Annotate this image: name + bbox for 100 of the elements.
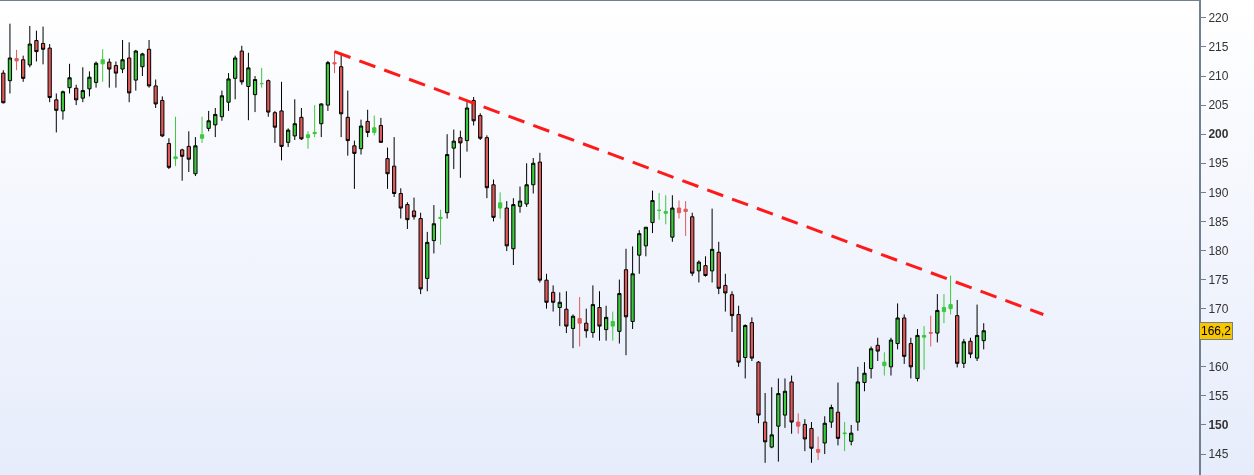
- candlestick: [239, 45, 244, 86]
- candlestick: [299, 107, 304, 141]
- candlestick: [127, 41, 132, 103]
- candlestick: [365, 109, 370, 138]
- candlestick: [352, 140, 357, 190]
- candlestick: [637, 229, 642, 275]
- candlestick: [511, 197, 516, 266]
- candlestick: [756, 360, 761, 424]
- candlestick: [186, 130, 191, 173]
- candlestick: [597, 290, 602, 342]
- candlestick: [842, 421, 847, 452]
- candlestick: [47, 43, 52, 103]
- candlestick: [67, 63, 72, 94]
- candlestick: [180, 148, 185, 182]
- candlestick: [822, 415, 827, 455]
- candlestick: [557, 291, 562, 327]
- candlestick: [895, 302, 900, 350]
- candlestick: [87, 70, 92, 97]
- candlestick: [378, 117, 384, 144]
- candlestick: [312, 104, 317, 138]
- candlestick: [537, 152, 542, 283]
- candlestick: [703, 255, 708, 278]
- candlestick: [199, 116, 205, 144]
- candlestick: [855, 366, 860, 432]
- candlestick: [133, 49, 138, 92]
- candlestick: [736, 305, 741, 368]
- candlestick: [166, 137, 172, 170]
- candlestick: [484, 134, 490, 199]
- candlestick: [286, 127, 291, 148]
- candlestick: [27, 25, 32, 68]
- candlestick: [650, 190, 655, 234]
- y-tick-label: 185: [1208, 214, 1229, 229]
- candlestick: [325, 60, 331, 112]
- candlestick: [690, 212, 695, 277]
- candlestick: [769, 386, 774, 449]
- candlestick: [438, 209, 443, 246]
- candlestick: [425, 231, 430, 292]
- annotation: 166,2: [1201, 324, 1232, 338]
- candlestick: [226, 72, 231, 112]
- candlestick: [908, 337, 913, 379]
- candlestick: [21, 55, 26, 83]
- candlestick: [663, 194, 668, 225]
- candlestick: [961, 338, 966, 369]
- candlestick: [829, 404, 834, 429]
- candlestick: [835, 382, 841, 446]
- candlestick: [385, 147, 390, 190]
- candlestick: [551, 284, 556, 313]
- candlestick: [776, 377, 781, 463]
- candlestick: [445, 133, 450, 220]
- candlestick: [610, 311, 615, 342]
- candlestick: [696, 259, 701, 283]
- candlestick: [643, 226, 648, 257]
- candlestick: [458, 130, 463, 179]
- y-tick-label: 145: [1208, 447, 1229, 462]
- candlestick: [193, 136, 198, 177]
- candlestick: [617, 279, 622, 345]
- candlestick: [670, 194, 675, 243]
- candlestick: [93, 60, 99, 89]
- candlestick: [213, 107, 218, 138]
- candlestick: [411, 197, 417, 221]
- y-tick-label: 195: [1208, 156, 1229, 171]
- candlestick: [762, 392, 768, 464]
- candlestick: [902, 313, 907, 365]
- candlestick: [570, 313, 576, 349]
- candlestick: [418, 212, 423, 295]
- candlestick: [100, 48, 105, 83]
- candlestick: [358, 119, 364, 156]
- y-tick-label: 200: [1208, 127, 1229, 142]
- candlestick: [709, 208, 715, 283]
- candlestick: [392, 136, 397, 198]
- candlestick: [173, 116, 178, 167]
- y-tick-label: 180: [1208, 243, 1229, 258]
- candlestick: [921, 325, 927, 371]
- y-tick-label: 170: [1208, 301, 1229, 316]
- candlestick: [40, 26, 46, 65]
- candlestick: [544, 273, 549, 310]
- candlestick: [491, 179, 496, 222]
- candlestick: [54, 92, 59, 133]
- candlestick: [955, 299, 960, 368]
- candlestick: [948, 275, 953, 315]
- candlestick: [345, 90, 350, 157]
- candlestick: [504, 200, 509, 252]
- candlestick: [7, 23, 13, 94]
- candlestick: [623, 248, 629, 356]
- candlestick: [868, 345, 874, 379]
- y-tick-label: 210: [1208, 69, 1229, 84]
- candlestick: [584, 308, 589, 339]
- y-tick-label: 190: [1208, 185, 1229, 200]
- candlestick: [875, 337, 880, 362]
- y-tick-label: 150: [1208, 418, 1229, 433]
- candlestick: [405, 201, 410, 230]
- candlestick: [888, 337, 894, 377]
- candlestick: [676, 199, 682, 220]
- y-tick-label: 160: [1208, 360, 1229, 375]
- candlestick: [272, 110, 278, 144]
- candlestick: [809, 421, 814, 464]
- y-tick-label: 220: [1208, 11, 1229, 26]
- candlestick: [564, 290, 569, 334]
- candlestick: [246, 52, 251, 121]
- y-tick-label: 175: [1208, 272, 1229, 287]
